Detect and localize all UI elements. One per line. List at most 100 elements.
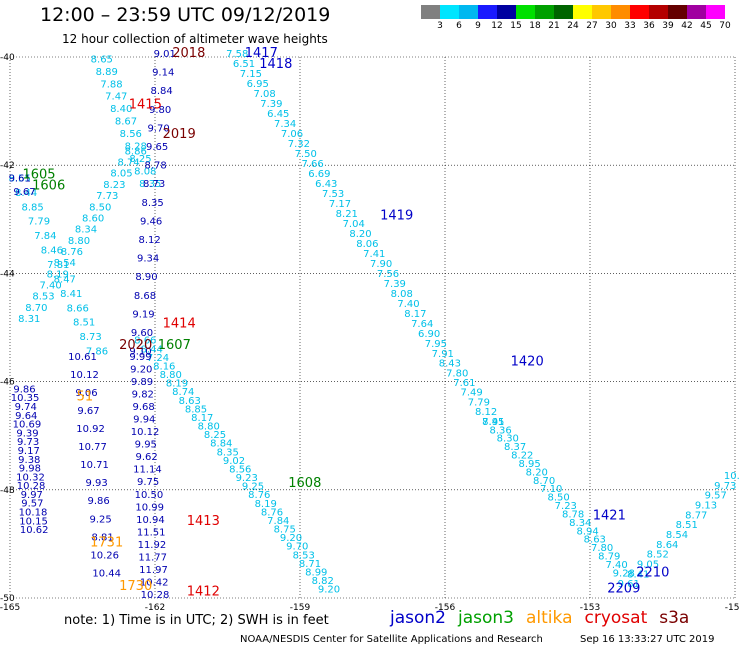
wave-height-value: 11.51 <box>137 527 166 538</box>
pass-label: 1415 <box>129 97 162 112</box>
wave-height-value: 10.28 <box>141 590 170 601</box>
wave-height-value: 8.35 <box>217 447 239 458</box>
color-swatch <box>554 5 573 19</box>
color-scale-label: 6 <box>456 21 462 31</box>
wave-height-value: 8.31 <box>18 314 40 325</box>
wave-height-value: 7.15 <box>240 69 262 80</box>
color-scale-label: 24 <box>567 21 579 31</box>
wave-height-value: 9.80 <box>149 105 171 116</box>
wave-height-value: 7.39 <box>384 279 406 290</box>
wave-height-value: 9.74 <box>15 402 37 413</box>
wave-height-value: 7.56 <box>377 269 399 280</box>
wave-height-value: 8.47 <box>54 274 76 285</box>
color-swatch <box>706 5 725 19</box>
wave-height-value: 9.73 <box>714 481 736 492</box>
longitude-tick-label: -162 <box>145 603 165 613</box>
footnote: note: 1) Time is in UTC; 2) SWH is in fe… <box>64 613 329 628</box>
wave-height-value: 9.89 <box>131 377 153 388</box>
wave-height-value: 9.20 <box>130 365 152 376</box>
wave-height-value: 8.80 <box>160 370 182 381</box>
wave-height-value: 7.50 <box>295 149 317 160</box>
wave-height-value: 8.41 <box>627 569 649 580</box>
wave-height-value: 9.25 <box>89 514 111 525</box>
wave-height-value: 9.61 <box>9 173 31 184</box>
altimeter-tracks: 7.586.517.156.957.087.396.457.347.067.32… <box>9 49 740 601</box>
wave-height-value: 8.68 <box>134 291 156 302</box>
wave-height-value: 7.47 <box>105 92 127 103</box>
color-scale-label: 36 <box>643 21 655 31</box>
wave-height-value: 8.28 <box>125 142 147 153</box>
wave-height-value: 8.12 <box>475 407 497 418</box>
wave-height-value: 8.95 <box>518 459 540 470</box>
wave-height-value: 9.94 <box>133 415 155 426</box>
pass-label: 2018 <box>172 46 205 61</box>
wave-height-value: 10.71 <box>80 460 109 471</box>
wave-height-value: 9.20 <box>280 533 302 544</box>
color-scale-label: 12 <box>491 21 503 31</box>
wave-height-value: 8.78 <box>562 510 584 521</box>
wave-height-value: 8.54 <box>666 530 688 541</box>
pass-label: 2209 <box>607 582 640 597</box>
wave-height-value: 11.14 <box>133 465 162 476</box>
pass-label: 1413 <box>187 514 220 529</box>
wave-height-value: 8.25 <box>129 154 151 165</box>
wave-height-value: 8.64 <box>656 540 678 551</box>
wave-height-value: 10.26 <box>90 550 119 561</box>
color-scale-label: 21 <box>548 21 560 31</box>
wave-height-value: 8.66 <box>67 303 89 314</box>
wave-height-value: 7.04 <box>343 219 365 230</box>
wave-height-value: 7.40 <box>397 299 419 310</box>
wave-height-value: 7.81 <box>47 260 69 271</box>
pass-label: 1419 <box>380 208 413 223</box>
wave-height-value: 9.05 <box>637 560 659 571</box>
wave-height-value: 9.02 <box>223 456 245 467</box>
wave-height-value: 9.97 <box>21 490 43 501</box>
wave-height-value: 7.39 <box>260 99 282 110</box>
wave-height-value: 8.44 <box>15 188 37 199</box>
track-pass-2210-rise: 9.618.419.058.528.648.548.518.779.139.57… <box>618 471 740 590</box>
wave-height-value: 8.17 <box>404 309 426 320</box>
color-swatch <box>668 5 687 19</box>
wave-height-value: 8.84 <box>150 86 172 97</box>
pass-label: 1731 <box>90 536 123 551</box>
wave-height-value: 9.17 <box>18 446 40 457</box>
pass-label: 1418 <box>259 57 292 72</box>
wave-height-value: 9.20 <box>318 585 340 596</box>
longitude-tick-label: -159 <box>290 603 311 613</box>
wave-height-value: 8.51 <box>73 318 95 329</box>
track-pass-1420-2210: 8.458.368.308.378.228.958.208.707.108.50… <box>482 417 635 580</box>
wave-height-value: 8.70 <box>533 476 555 487</box>
wave-height-value: 8.50 <box>89 202 111 213</box>
longitude-tick-label: -165 <box>0 603 20 613</box>
wave-height-value: 9.70 <box>147 123 169 134</box>
wave-height-value: 10.42 <box>140 578 169 589</box>
wave-height-value: 9.57 <box>21 499 43 510</box>
wave-height-value: 7.41 <box>363 249 385 260</box>
wave-height-value: 9.73 <box>17 437 39 448</box>
wave-height-value: 9.06 <box>75 388 97 399</box>
track-pass-1417-1420: 7.586.517.156.957.087.396.457.347.067.32… <box>226 49 504 428</box>
page-subtitle: 12 hour collection of altimeter wave hei… <box>62 32 328 46</box>
wave-height-value: 9.38 <box>18 455 40 466</box>
wave-height-value: 9.39 <box>16 428 38 439</box>
color-swatch <box>440 5 459 19</box>
pass-label: 1412 <box>187 584 220 599</box>
latitude-tick-label: -40 <box>0 53 15 63</box>
wave-height-value: 8.34 <box>75 225 97 236</box>
wave-height-value: 8.19 <box>47 269 69 280</box>
wave-height-value: 8.81 <box>91 532 113 543</box>
wave-height-value: 8.16 <box>153 362 175 373</box>
wave-height-value: 8.74 <box>172 387 194 398</box>
wave-height-value: 8.90 <box>135 272 157 283</box>
wave-height-value: 8.82 <box>312 576 334 587</box>
wave-height-value: 8.46 <box>41 246 63 257</box>
wave-height-value: 9.68 <box>132 402 154 413</box>
wave-height-value: 7.80 <box>446 368 468 379</box>
wave-height-value: 9.65 <box>146 142 168 153</box>
wave-height-value: 6.69 <box>308 169 330 180</box>
wave-height-value: 10.61 <box>68 352 97 363</box>
wave-height-value: 8.21 <box>336 209 358 220</box>
wave-height-value: 8.77 <box>685 510 707 521</box>
